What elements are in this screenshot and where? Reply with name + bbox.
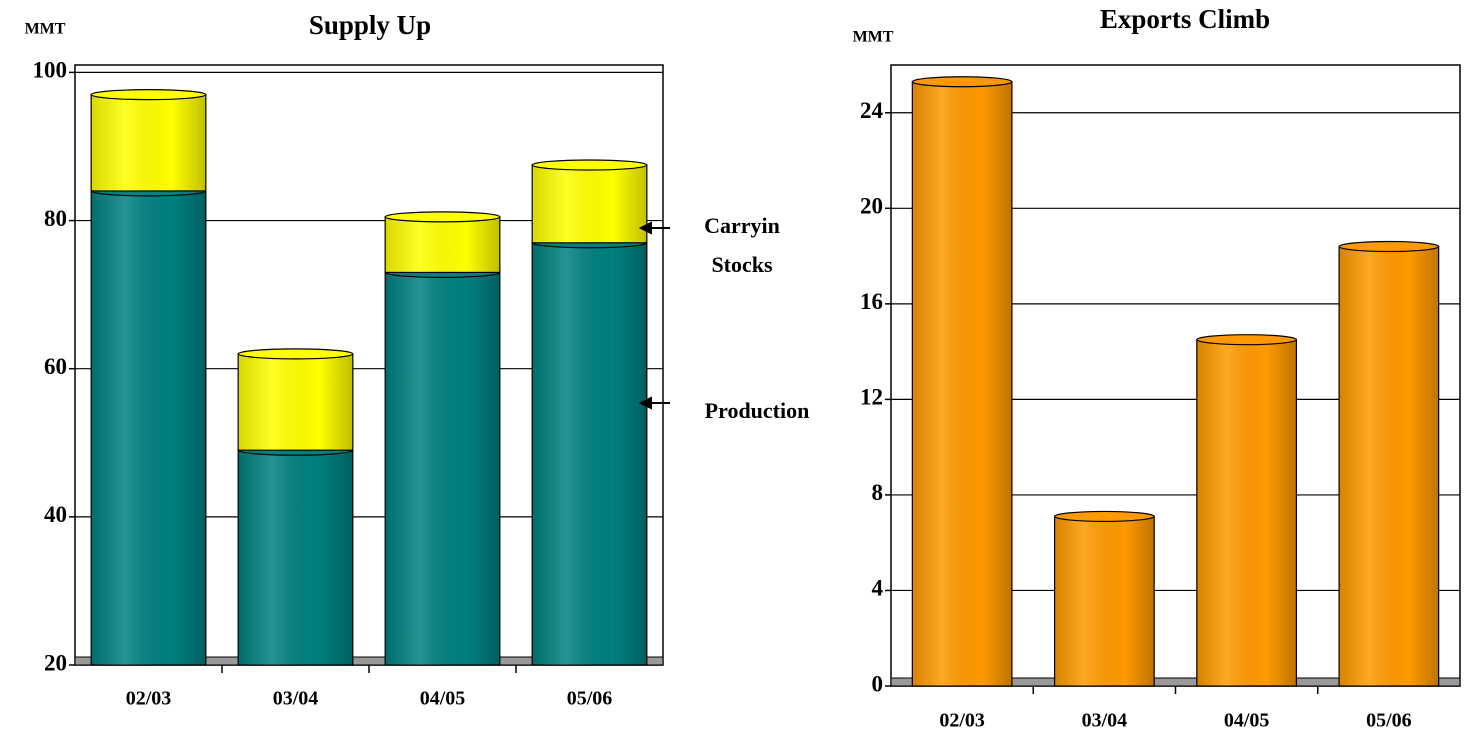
bar-shade: [1054, 516, 1155, 686]
y-tick-label: 100: [33, 58, 68, 83]
x-tick-label: 03/04: [1082, 710, 1128, 732]
y-tick-label: 24: [860, 98, 884, 123]
x-tick-label: 02/03: [939, 710, 985, 732]
arrow-head: [638, 221, 652, 235]
chart-title: Exports Climb: [1100, 4, 1270, 34]
arrows: [638, 221, 670, 410]
y-tick-label: 80: [44, 206, 67, 231]
y-tick-label: 40: [44, 502, 67, 527]
bar-cap: [531, 159, 648, 171]
bar-shade: [238, 353, 353, 451]
y-axis-label: MMT: [25, 21, 66, 38]
y-tick-label: 12: [860, 385, 883, 410]
bar-shade: [385, 216, 500, 273]
bar-cap: [237, 348, 354, 360]
x-tick-label: 03/04: [273, 688, 319, 710]
annotation: Production: [705, 398, 810, 423]
chart-title: Supply Up: [309, 10, 431, 40]
y-tick-label: 4: [872, 576, 884, 601]
annotation: Carryin Stocks: [704, 213, 780, 277]
y-tick-label: 20: [860, 194, 883, 219]
y-tick-label: 16: [860, 289, 883, 314]
bar-cap: [911, 76, 1013, 88]
x-tick-label: 02/03: [126, 688, 172, 710]
arrow-head: [638, 396, 652, 410]
bar-cap: [90, 89, 207, 101]
y-tick-label: 60: [44, 354, 67, 379]
y-tick-label: 20: [44, 650, 67, 675]
x-tick-label: 04/05: [420, 688, 466, 710]
x-tick-label: 05/06: [567, 688, 613, 710]
bar-shade: [912, 81, 1012, 686]
bar-shade: [1196, 339, 1297, 686]
bar-shade: [532, 165, 647, 243]
y-tick-label: 8: [872, 480, 884, 505]
bar-cap: [1196, 334, 1298, 346]
bar-shade: [91, 94, 206, 191]
x-tick-label: 05/06: [1366, 710, 1412, 732]
y-tick-label: 0: [872, 671, 884, 696]
bar-cap: [1338, 240, 1440, 253]
bar-shade: [532, 242, 647, 665]
x-tick-label: 04/05: [1224, 710, 1270, 732]
bar-shade: [1339, 246, 1439, 686]
bar-shade: [91, 190, 206, 666]
bar-cap: [384, 211, 501, 223]
bar-shade: [385, 272, 500, 665]
bar-cap: [1053, 510, 1155, 523]
bar-shade: [238, 450, 353, 665]
y-axis-label: MMT: [853, 29, 894, 46]
